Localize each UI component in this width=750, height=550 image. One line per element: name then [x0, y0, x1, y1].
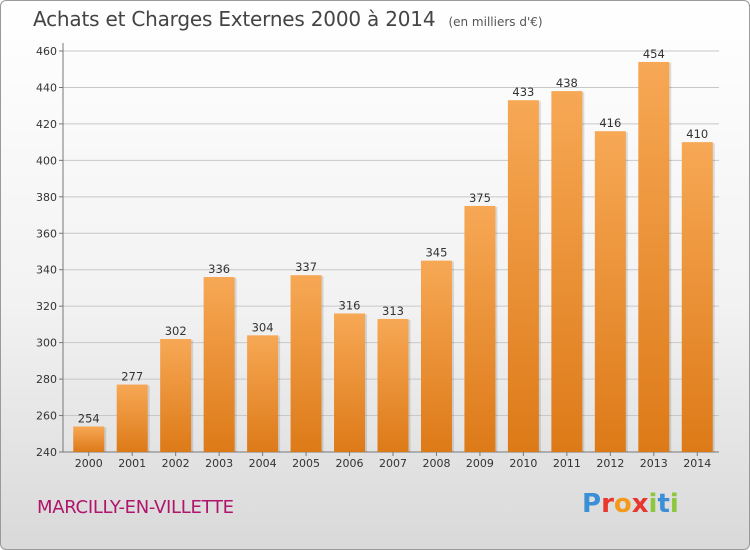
bar-value-label: 336 [208, 262, 230, 276]
x-tick-label: 2004 [249, 457, 277, 470]
x-tick-label: 2007 [379, 457, 407, 470]
bar-value-label: 345 [425, 246, 447, 260]
logo-letter: i [648, 489, 658, 519]
bar-value-label: 254 [78, 411, 100, 425]
x-tick-label: 2008 [422, 457, 450, 470]
x-tick-label: 2009 [466, 457, 494, 470]
bar-value-label: 337 [295, 260, 317, 274]
bar-value-label: 304 [252, 320, 274, 334]
bar [290, 275, 322, 452]
x-tick-label: 2006 [336, 457, 364, 470]
x-tick-label: 2011 [553, 457, 581, 470]
bar [247, 335, 279, 452]
bar [73, 426, 105, 452]
bar [377, 318, 409, 452]
x-tick-label: 2012 [596, 457, 624, 470]
logo-letter: P [582, 489, 602, 519]
bar [334, 313, 366, 452]
y-tick-label: 280 [36, 373, 57, 386]
logo-letter: t [657, 489, 670, 519]
bar-value-label: 375 [469, 191, 491, 205]
bar-value-label: 454 [643, 47, 665, 61]
x-tick-label: 2014 [683, 457, 711, 470]
logo-letter: i [669, 489, 679, 519]
y-tick-label: 340 [36, 264, 57, 277]
chart-title: Achats et Charges Externes 2000 à 2014 [33, 7, 436, 31]
y-tick-label: 240 [36, 446, 57, 459]
x-tick-label: 2000 [75, 457, 103, 470]
proxiti-logo: Proxiti [582, 489, 679, 519]
x-tick-label: 2010 [509, 457, 537, 470]
y-tick-label: 440 [36, 81, 57, 94]
x-tick-label: 2005 [292, 457, 320, 470]
bar [681, 142, 713, 453]
bar-value-label: 277 [121, 370, 143, 384]
y-tick-label: 300 [36, 337, 57, 350]
bar [551, 91, 583, 452]
bar [203, 277, 235, 452]
bar [420, 260, 452, 452]
bar-value-label: 438 [556, 76, 578, 90]
y-tick-label: 420 [36, 118, 57, 131]
bar [116, 384, 148, 452]
bar-value-label: 316 [339, 298, 361, 312]
bar-value-label: 302 [165, 324, 187, 338]
bar-value-label: 313 [382, 304, 404, 318]
y-tick-label: 400 [36, 154, 57, 167]
y-tick-label: 360 [36, 227, 57, 240]
x-tick-label: 2003 [205, 457, 233, 470]
y-tick-label: 460 [36, 45, 57, 58]
x-tick-label: 2013 [640, 457, 668, 470]
y-tick-label: 380 [36, 191, 57, 204]
bar [160, 338, 192, 452]
logo-letter: x [631, 489, 649, 519]
bar-value-label: 416 [599, 116, 621, 130]
chart-unit: (en milliers d'€) [448, 15, 543, 29]
logo-letter: o [613, 489, 632, 519]
bar [594, 131, 626, 452]
y-tick-label: 320 [36, 300, 57, 313]
bar-value-label: 433 [512, 85, 534, 99]
bar [464, 205, 496, 452]
city-name: MARCILLY-EN-VILLETTE [37, 497, 234, 518]
chart-header: Achats et Charges Externes 2000 à 2014 (… [33, 7, 543, 31]
bar [507, 100, 539, 453]
bar [638, 61, 670, 452]
logo-letter: r [601, 489, 614, 519]
bar-value-label: 410 [686, 127, 708, 141]
y-tick-label: 260 [36, 410, 57, 423]
x-tick-label: 2002 [162, 457, 190, 470]
x-tick-label: 2001 [118, 457, 146, 470]
